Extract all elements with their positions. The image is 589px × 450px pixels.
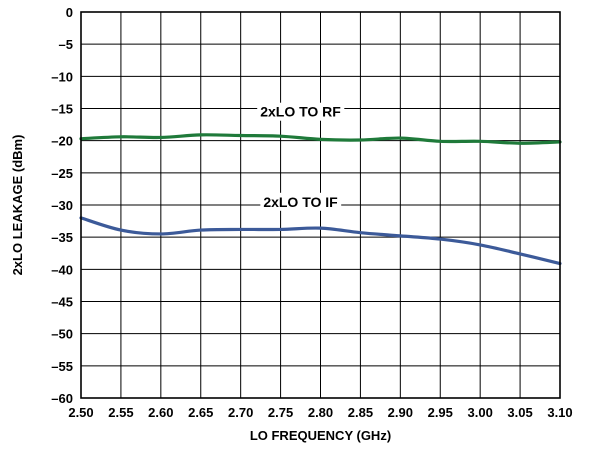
- y-tick-label: –35: [51, 230, 73, 245]
- x-tick-label: 2.60: [148, 405, 173, 420]
- series-line-1: [79, 216, 562, 266]
- y-tick-label: –60: [51, 391, 73, 406]
- y-tick-label: –50: [51, 327, 73, 342]
- y-tick-label: –25: [51, 166, 73, 181]
- y-axis-label: 2xLO LEAKAGE (dBm): [10, 135, 25, 276]
- series-labels: 2xLO TO RF 2xLO TO IF: [257, 102, 345, 211]
- y-tick-label: –10: [51, 69, 73, 84]
- series-label: 2xLO TO IF: [263, 194, 338, 210]
- x-tick-label: 2.80: [308, 405, 333, 420]
- x-tick-label: 3.05: [507, 405, 532, 420]
- x-tick-label: 2.65: [188, 405, 213, 420]
- x-tick-label: 2.50: [68, 405, 93, 420]
- x-tick-label: 3.10: [547, 405, 572, 420]
- x-tick-label: 2.75: [268, 405, 293, 420]
- x-tick-label: 3.00: [468, 405, 493, 420]
- x-tick-label: 2.70: [228, 405, 253, 420]
- y-tick-label: –5: [59, 37, 73, 52]
- series-lines: [79, 133, 562, 266]
- y-tick-label: –40: [51, 262, 73, 277]
- y-tick-label: –55: [51, 359, 73, 374]
- y-tick-label: –15: [51, 102, 73, 117]
- series-line-0: [79, 133, 562, 145]
- y-tick-label: –30: [51, 198, 73, 213]
- series-label-background: [257, 102, 345, 121]
- plot-frame: [80, 11, 561, 399]
- y-tick-label: –45: [51, 295, 73, 310]
- y-tick-label: 0: [66, 5, 73, 20]
- x-tick-label: 2.90: [388, 405, 413, 420]
- series-label-background: [260, 192, 342, 211]
- x-axis-label: LO FREQUENCY (GHz): [250, 428, 391, 443]
- x-tick-label: 2.85: [348, 405, 373, 420]
- x-tick-label: 2.55: [108, 405, 133, 420]
- x-tick-labels: 2.50 2.55 2.60 2.65 2.70 2.75 2.80 2.85 2.90 2.95…: [68, 405, 572, 420]
- x-tick-label: 2.95: [428, 405, 453, 420]
- series-label: 2xLO TO RF: [260, 104, 341, 120]
- y-tick-labels: 0 –5 –10 –15 –20 –25 –30 –35 –40 –45 –50 –55 –60: [51, 5, 73, 406]
- y-tick-label: –20: [51, 134, 73, 149]
